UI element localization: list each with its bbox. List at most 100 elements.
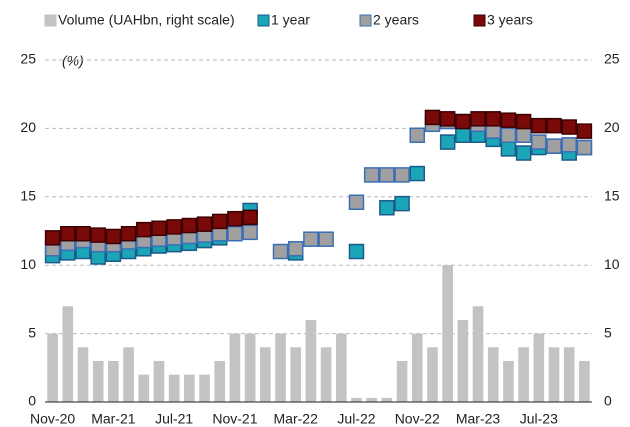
y2-tick-label: 15 [604,188,620,204]
volume-bar [548,347,560,402]
volume-bar [123,347,134,402]
rate-marker [348,194,365,211]
rate-marker [546,138,562,154]
volume-bar [487,347,499,402]
rate-marker [409,165,426,182]
rate-marker [531,117,547,134]
x-tick-label: Jul-23 [520,411,558,427]
legend-swatch [44,14,57,27]
rate-marker [409,127,426,143]
volume-bar [563,347,575,402]
volume-bar [427,347,438,402]
volume-bar [503,360,514,402]
legend-label: 3 years [487,12,533,28]
rate-marker [546,117,562,134]
rate-marker [60,225,76,242]
rate-marker [75,225,91,242]
rate-marker [318,231,334,247]
rate-marker [470,111,486,127]
legend-swatch [257,14,270,27]
rate-marker [136,221,152,238]
y2-tick-label: 10 [604,256,620,272]
volume-bar [335,333,347,402]
volume-bar [305,319,317,402]
rate-marker [287,241,304,257]
volume-bar [184,374,195,402]
rate-marker [120,225,137,242]
rate-marker [394,167,410,183]
rate-marker [379,199,395,216]
legend-label: 2 years [373,12,419,28]
rate-marker [576,139,593,156]
rate-marker [561,137,577,153]
rate-marker [242,209,258,226]
volume-bar [396,360,408,402]
rate-marker [515,113,532,130]
rate-marker [394,195,410,212]
volume-bar [442,265,453,402]
y2-tick-label: 25 [604,51,620,67]
x-tick-label: Mar-23 [456,411,501,427]
volume-bar [351,397,362,402]
rate-marker [515,127,532,143]
rate-marker [211,213,228,230]
rate-marker [500,112,517,128]
legend-label: 1 year [271,12,310,28]
rate-marker [303,231,319,247]
rate-marker [272,243,289,260]
y-tick-label: 0 [28,393,36,409]
rate-marker [561,119,577,135]
volume-bar [457,319,469,402]
rate-marker [348,243,365,260]
rate-marker [485,111,501,127]
y2-tick-label: 20 [604,119,620,135]
y-tick-label: 10 [20,256,36,272]
volume-bar [381,397,393,402]
rate-marker [439,111,456,127]
x-tick-label: Mar-22 [274,411,319,427]
legend-swatch [473,14,486,27]
volume-bar [244,333,256,402]
x-tick-label: Jul-21 [155,411,193,427]
rate-marker [44,230,61,246]
rate-marker [105,228,122,245]
x-tick-label: Nov-21 [212,411,257,427]
volume-bar [260,347,271,402]
x-tick-label: Mar-21 [91,411,136,427]
volume-bar [229,333,241,402]
y-tick-label: 5 [28,324,36,340]
volume-bar [168,374,180,402]
volume-bar [275,333,286,402]
rate-marker [166,219,182,235]
rate-marker [379,167,395,183]
x-tick-label: Jul-22 [337,411,375,427]
rate-marker [455,127,471,143]
rate-marker [455,113,471,130]
volume-bar [472,306,484,402]
volume-bar [579,360,590,402]
rate-marker [500,141,517,157]
rate-marker [90,227,106,243]
rate-marker [515,145,532,161]
volume-bar [62,306,74,402]
rate-marker [424,109,441,126]
rate-marker [227,210,243,227]
rate-marker [196,216,213,232]
y-tick-label: 20 [20,119,36,135]
volume-bar [199,374,210,402]
y2-tick-label: 5 [604,324,612,340]
rate-marker [181,217,198,234]
volume-bar [411,333,423,402]
volume-bar [108,360,119,402]
volume-bar [47,333,58,402]
volume-bar [214,360,226,402]
volume-bar [518,347,529,402]
y-tick-label: 25 [20,51,36,67]
volume-bar [533,333,545,402]
rate-marker [227,225,243,242]
x-tick-label: Nov-22 [395,411,440,427]
volume-bar [366,397,377,402]
volume-bar [153,360,165,402]
rate-marker [439,134,456,150]
